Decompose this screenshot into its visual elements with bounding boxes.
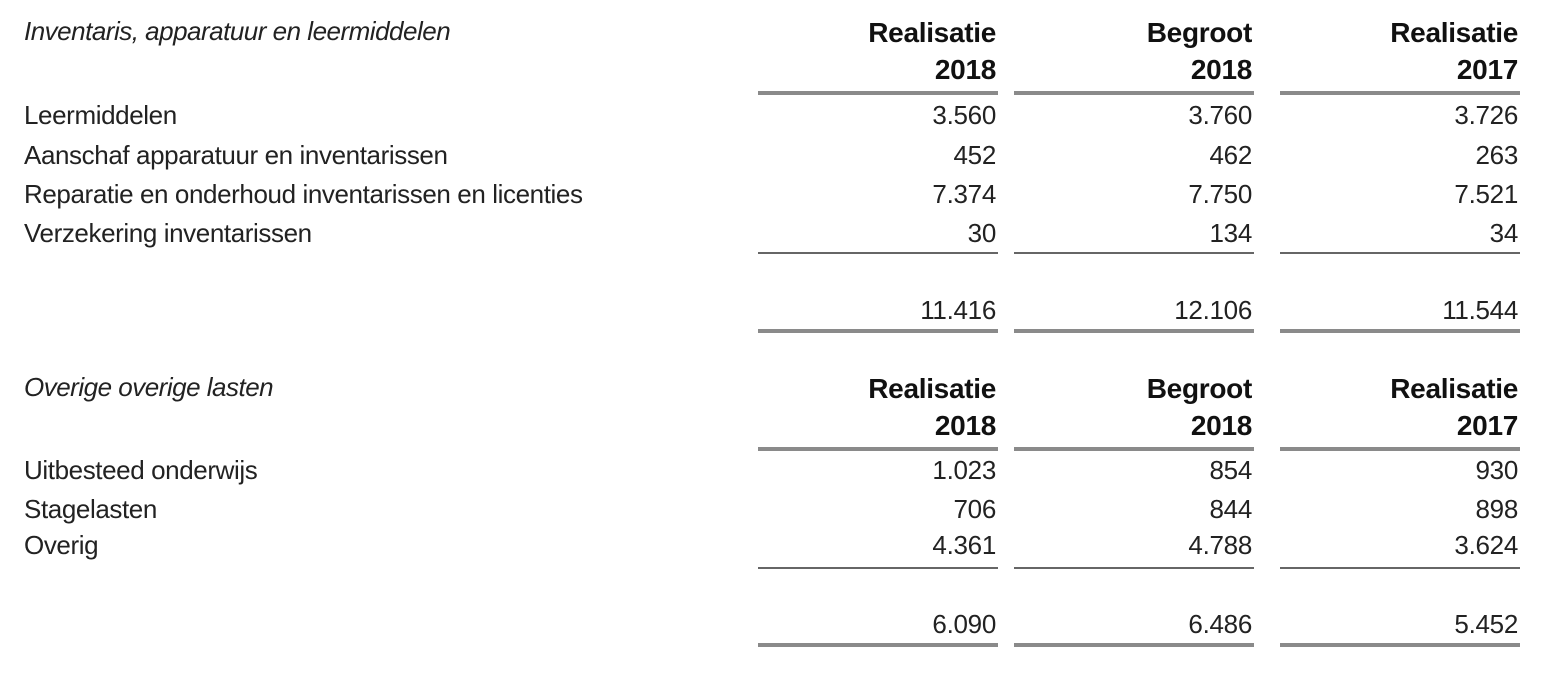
row-label: Uitbesteed onderwijs [24, 455, 258, 485]
total-value: 5.452 [1454, 609, 1518, 639]
row-label: Stagelasten [24, 494, 157, 524]
header-rule [1014, 447, 1254, 451]
column-header-line1: Begroot [1146, 373, 1253, 404]
section-title: Overige overige lasten [24, 372, 274, 402]
column-header-line1: Realisatie [1390, 373, 1518, 404]
column-header-line1: Realisatie [868, 373, 996, 404]
column-header-line1: Begroot [1146, 17, 1253, 48]
cell-value: 452 [953, 140, 997, 170]
total-value: 11.544 [1442, 295, 1518, 325]
column-header-line2: 2017 [1456, 410, 1518, 441]
column-header-realisatie-2017: Realisatie 2017 [1280, 14, 1518, 88]
subtotal-rule [1280, 567, 1520, 569]
column-header-begroot-2018: Begroot 2018 [1014, 14, 1253, 88]
cell-value: 462 [1209, 140, 1253, 170]
cell-value: 30 [967, 218, 997, 248]
column-header-line2: 2018 [934, 54, 996, 85]
cell-value: 706 [953, 494, 997, 524]
cell-value: 7.750 [1188, 179, 1252, 209]
subtotal-rule [758, 252, 998, 254]
cell-value: 34 [1489, 218, 1519, 248]
total-rule [1014, 643, 1254, 647]
header-rule [1280, 91, 1520, 95]
cell-value: 3.760 [1188, 100, 1252, 130]
total-rule [1014, 329, 1254, 333]
total-value: 6.486 [1188, 609, 1252, 639]
cell-value: 3.624 [1454, 530, 1518, 560]
cell-value: 4.788 [1188, 530, 1252, 560]
row-label: Overig [24, 530, 99, 560]
column-header-line2: 2018 [1190, 410, 1252, 441]
total-rule [758, 643, 998, 647]
row-label: Verzekering inventarissen [24, 218, 312, 248]
cell-value: 844 [1209, 494, 1253, 524]
section-title: Inventaris, apparatuur en leermiddelen [24, 16, 451, 46]
header-rule [1014, 91, 1254, 95]
row-label: Aanschaf apparatuur en inventarissen [24, 140, 448, 170]
column-header-line2: 2018 [934, 410, 996, 441]
cell-value: 1.023 [932, 455, 996, 485]
subtotal-rule [1014, 252, 1254, 254]
total-rule [1280, 329, 1520, 333]
row-label: Reparatie en onderhoud inventarissen en … [24, 179, 583, 209]
row-label: Leermiddelen [24, 100, 177, 130]
column-header-realisatie-2018: Realisatie 2018 [758, 370, 996, 444]
subtotal-rule [1014, 567, 1254, 569]
header-rule [758, 91, 998, 95]
column-header-begroot-2018: Begroot 2018 [1014, 370, 1253, 444]
cell-value: 263 [1475, 140, 1519, 170]
total-rule [758, 329, 998, 333]
total-value: 11.416 [920, 295, 996, 325]
column-header-line2: 2018 [1190, 54, 1252, 85]
cell-value: 4.361 [932, 530, 996, 560]
cell-value: 134 [1209, 218, 1253, 248]
total-rule [1280, 643, 1520, 647]
cell-value: 930 [1475, 455, 1519, 485]
subtotal-rule [758, 567, 998, 569]
total-value: 12.106 [1174, 295, 1252, 325]
subtotal-rule [1280, 252, 1520, 254]
cell-value: 3.726 [1454, 100, 1518, 130]
column-header-realisatie-2018: Realisatie 2018 [758, 14, 996, 88]
cell-value: 898 [1475, 494, 1519, 524]
cell-value: 7.521 [1454, 179, 1518, 209]
header-rule [1280, 447, 1520, 451]
cell-value: 854 [1209, 455, 1253, 485]
total-value: 6.090 [932, 609, 996, 639]
column-header-line1: Realisatie [1390, 17, 1518, 48]
cell-value: 3.560 [932, 100, 996, 130]
header-rule [758, 447, 998, 451]
column-header-line2: 2017 [1456, 54, 1518, 85]
cell-value: 7.374 [932, 179, 996, 209]
column-header-realisatie-2017: Realisatie 2017 [1280, 370, 1518, 444]
column-header-line1: Realisatie [868, 17, 996, 48]
